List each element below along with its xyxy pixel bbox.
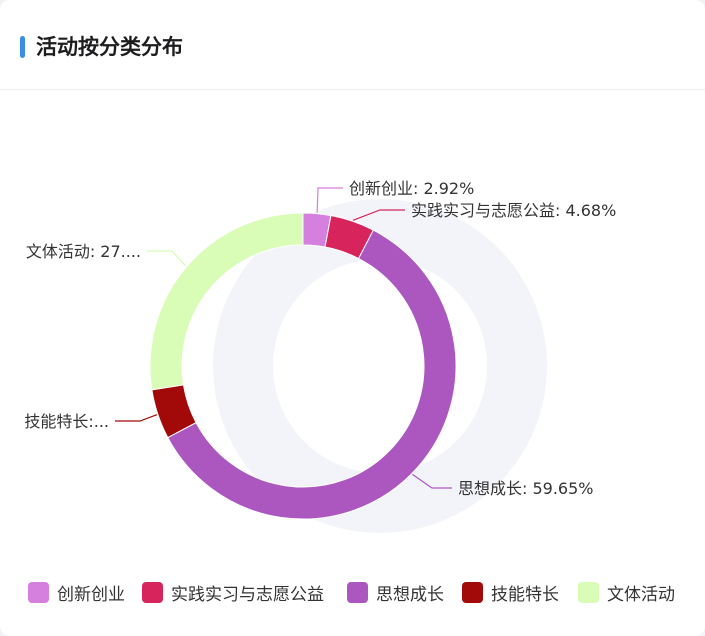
slice-data-label: 思想成长: 59.65% xyxy=(458,479,594,498)
legend-item-ideology[interactable]: 思想成长 xyxy=(347,577,444,607)
legend-item-sports[interactable]: 文体活动 xyxy=(578,577,675,607)
legend-swatch xyxy=(142,581,163,603)
legend-label: 思想成长 xyxy=(376,584,444,605)
slice-data-label: 技能特长:... xyxy=(24,412,109,431)
legend-item-skills[interactable]: 技能特长 xyxy=(462,577,559,607)
donut-slice xyxy=(167,229,457,520)
slice-data-label: 实践实习与志愿公益: 4.68% xyxy=(411,201,616,220)
page-title: 活动按分类分布 xyxy=(36,35,183,59)
legend-item-innovation[interactable]: 创新创业 xyxy=(28,577,125,607)
legend-swatch xyxy=(347,581,368,603)
legend-label: 创新创业 xyxy=(57,584,125,605)
legend-label: 技能特长 xyxy=(491,584,559,605)
legend-swatch xyxy=(28,581,49,603)
legend-swatch xyxy=(462,581,483,603)
card-header: 活动按分类分布 xyxy=(0,0,705,90)
donut-slice xyxy=(149,212,304,391)
legend-swatch xyxy=(578,581,599,603)
legend-label: 实践实习与志愿公益 xyxy=(171,584,324,605)
legend-item-practice[interactable]: 实践实习与志愿公益 xyxy=(142,577,324,607)
title-accent-bar xyxy=(20,36,25,58)
legend-label: 文体活动 xyxy=(607,584,675,605)
chart-legend: 创新创业 实践实习与志愿公益 思想成长 技能特长 文体活动 xyxy=(0,577,705,607)
slice-data-label: 创新创业: 2.92% xyxy=(349,179,474,198)
slice-label-leader-line xyxy=(115,414,158,422)
slice-data-label: 文体活动: 27.... xyxy=(26,242,141,261)
background-ring-decoration xyxy=(213,199,547,533)
slice-label-leader-line xyxy=(412,473,452,489)
slice-label-leader-line xyxy=(352,209,405,221)
slice-label-leader-line xyxy=(316,187,343,213)
slice-label-leader-line xyxy=(147,250,187,267)
